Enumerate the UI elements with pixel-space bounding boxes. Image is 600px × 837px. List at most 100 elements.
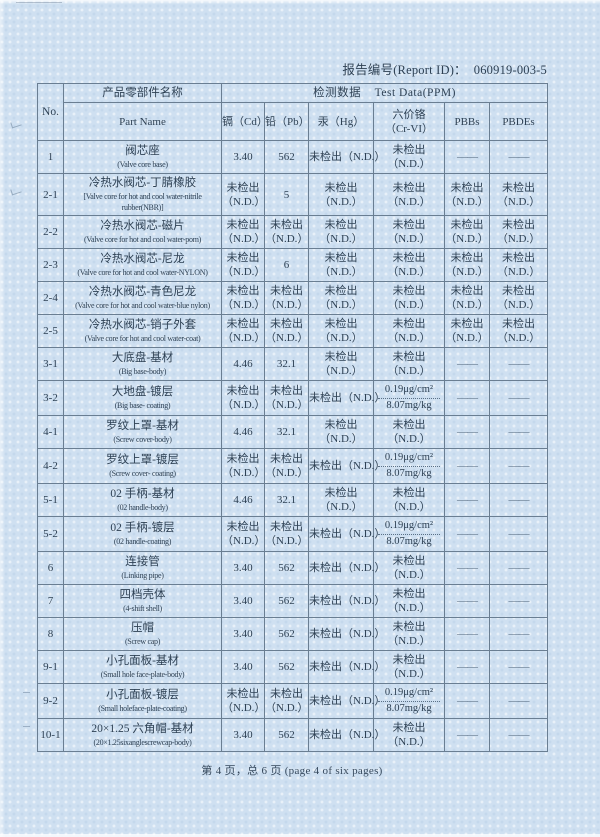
value-cell: 未检出（N.D.） <box>308 347 374 381</box>
cell-line: （N.D.） <box>387 635 431 647</box>
dash-line: —— <box>457 661 478 673</box>
cell-line: 未检出 <box>392 419 426 431</box>
cell-line: 未检出 <box>502 252 536 264</box>
header-test-col: PBDEs <box>488 102 549 141</box>
part-name-en: (20×1.25sixanglescrewcap-body) <box>93 738 192 747</box>
value-cell: —— <box>444 584 490 618</box>
dash-line: —— <box>457 460 478 472</box>
row-no-cell: 9-2 <box>37 683 64 719</box>
value-cell: —— <box>488 584 549 618</box>
cell-line: （N.D.） <box>265 399 309 411</box>
cell-line: 8.07mg/kg <box>386 468 432 479</box>
cell-line: 8 <box>47 628 54 640</box>
value-cell: 未检出（N.D.） <box>444 173 490 216</box>
value-cell: —— <box>444 380 490 416</box>
cell-line: 未检出 <box>450 219 484 231</box>
value-cell: 未检出（N.D.） <box>221 281 265 315</box>
part-name-en: (Valve core for hot and cool water-coat) <box>84 334 201 343</box>
value-cell: 未检出（N.D.） <box>308 617 385 651</box>
value-cell: 6 <box>264 248 309 282</box>
cell-line: 3.40 <box>233 628 253 640</box>
row-no-cell: 7 <box>37 584 64 618</box>
cell-line: 9-2 <box>43 695 58 707</box>
dash-line: —— <box>508 358 530 370</box>
row-no-cell: 2-3 <box>37 248 64 282</box>
value-cell: —— <box>488 448 549 484</box>
dash-line: —— <box>508 595 530 607</box>
value-cell: 未检出（N.D.） <box>221 173 266 216</box>
pencil-mark <box>10 119 22 129</box>
part-name-en: [Valve core for hot and cool water-nitri… <box>83 192 202 212</box>
table-row: 8 压帽 (Screw cap) 3.40 562 未检出（N.D.） 未检出 （N.D.） —… <box>37 617 549 651</box>
row-no-cell: 3-1 <box>37 347 64 381</box>
table-row: 1 阀芯座 (Valve core base) 3.40 562 未检出（N.D.） 未检出… <box>37 140 549 174</box>
part-name-en: (Screw cover-body) <box>113 435 172 444</box>
cell-line: （N.D.） <box>319 365 363 377</box>
value-cell: 未检出（N.D.） <box>221 683 265 719</box>
cell-line: 3.40 <box>233 661 253 673</box>
cell-line: 5-2 <box>43 528 58 540</box>
part-name-zh: 02 手柄-镀层 <box>110 522 175 534</box>
header-row-1: No. 产品零部件名称 检测数据 Test Data(PPM) <box>37 83 549 141</box>
value-cell: 未检出（N.D.） <box>308 650 385 684</box>
value-cell: 0.19μg/cm² 8.07mg/kg <box>373 683 445 719</box>
part-name-zh: 小孔面板-镀层 <box>106 689 179 701</box>
cell-line: （N.D.） <box>265 467 309 479</box>
dash-line: —— <box>508 562 530 574</box>
part-name-cell: 冷热水阀芯-销子外套 (Valve core for hot and cool w… <box>63 314 222 348</box>
cell-line: 32.1 <box>276 426 297 438</box>
table-header: No. 产品零部件名称 检测数据 Test Data(PPM) Part Nam… <box>37 83 549 141</box>
row-no-cell: 2-4 <box>37 281 64 315</box>
value-cell: 5 <box>264 173 309 216</box>
part-name-cell: 四档壳体 (4-shift shell) <box>63 584 222 618</box>
part-name-zh: 阀芯座 <box>125 145 160 157</box>
cell-line: 未检出 <box>270 285 303 297</box>
part-name-zh: 连接管 <box>125 556 160 568</box>
value-cell: 未检出（N.D.） <box>264 683 309 719</box>
cell-line: 562 <box>278 151 295 163</box>
value-cell: 未检出（N.D.） <box>308 584 385 618</box>
value-cell: —— <box>444 718 490 752</box>
cell-line: （N.D.） <box>222 195 266 208</box>
cell-line: 未检出（N.D.） <box>309 528 386 540</box>
cell-line: 未检出 <box>502 219 536 231</box>
value-cell: 未检出（N.D.） <box>308 448 385 484</box>
value-cell: 未检出（N.D.） <box>444 215 490 249</box>
value-cell: 562 <box>264 140 309 174</box>
cell-line: 6 <box>47 562 54 574</box>
cell-line: 0.19μg/cm² <box>378 383 440 399</box>
header-part-name-en: Part Name <box>63 102 222 141</box>
part-name-cell: 02 手柄-镀层 (02 handle-coating) <box>63 516 222 552</box>
row-no-cell: 9-1 <box>37 650 64 684</box>
part-name-zh: 压帽 <box>131 622 154 634</box>
cell-line: （N.D.） <box>496 332 541 344</box>
dash-line: —— <box>508 392 530 404</box>
value-cell: —— <box>488 347 549 381</box>
dash-line: —— <box>457 494 478 506</box>
value-cell: 未检出（N.D.） <box>488 248 549 282</box>
cell-line: （N.D.） <box>319 266 363 278</box>
value-cell: 未检出（N.D.） <box>308 415 374 449</box>
cell-line: （N.D.） <box>319 433 363 445</box>
value-cell: 未检出（N.D.） <box>488 173 549 216</box>
value-cell: 未检出（N.D.） <box>373 281 445 315</box>
value-cell: 未检出（N.D.） <box>308 483 374 517</box>
value-cell: 未检出（N.D.） <box>221 380 265 416</box>
cell-line: （N.D.） <box>319 233 363 245</box>
cell-line: （N.D.） <box>445 299 489 311</box>
dash-line: —— <box>457 695 478 707</box>
cell-line: （N.D.） <box>265 702 309 714</box>
value-cell: 未检出（N.D.） <box>264 215 309 249</box>
part-name-cell: 罗纹上罩-基材 (Screw cover-body) <box>63 415 222 449</box>
row-no-cell: 2-2 <box>37 215 64 249</box>
cell-line: 未检出 <box>226 181 260 194</box>
value-cell: 未检出（N.D.） <box>488 314 549 348</box>
cell-line: 未检出 <box>226 285 260 297</box>
cell-line: 10-1 <box>40 729 61 741</box>
cell-line: 未检出 <box>226 453 260 465</box>
value-cell: 未检出（N.D.） <box>308 281 374 315</box>
value-cell: 未检出（N.D.） <box>373 215 445 249</box>
cell-line: 未检出 <box>324 219 358 231</box>
dash-line: —— <box>457 426 478 438</box>
cell-line: （N.D.） <box>319 195 363 208</box>
